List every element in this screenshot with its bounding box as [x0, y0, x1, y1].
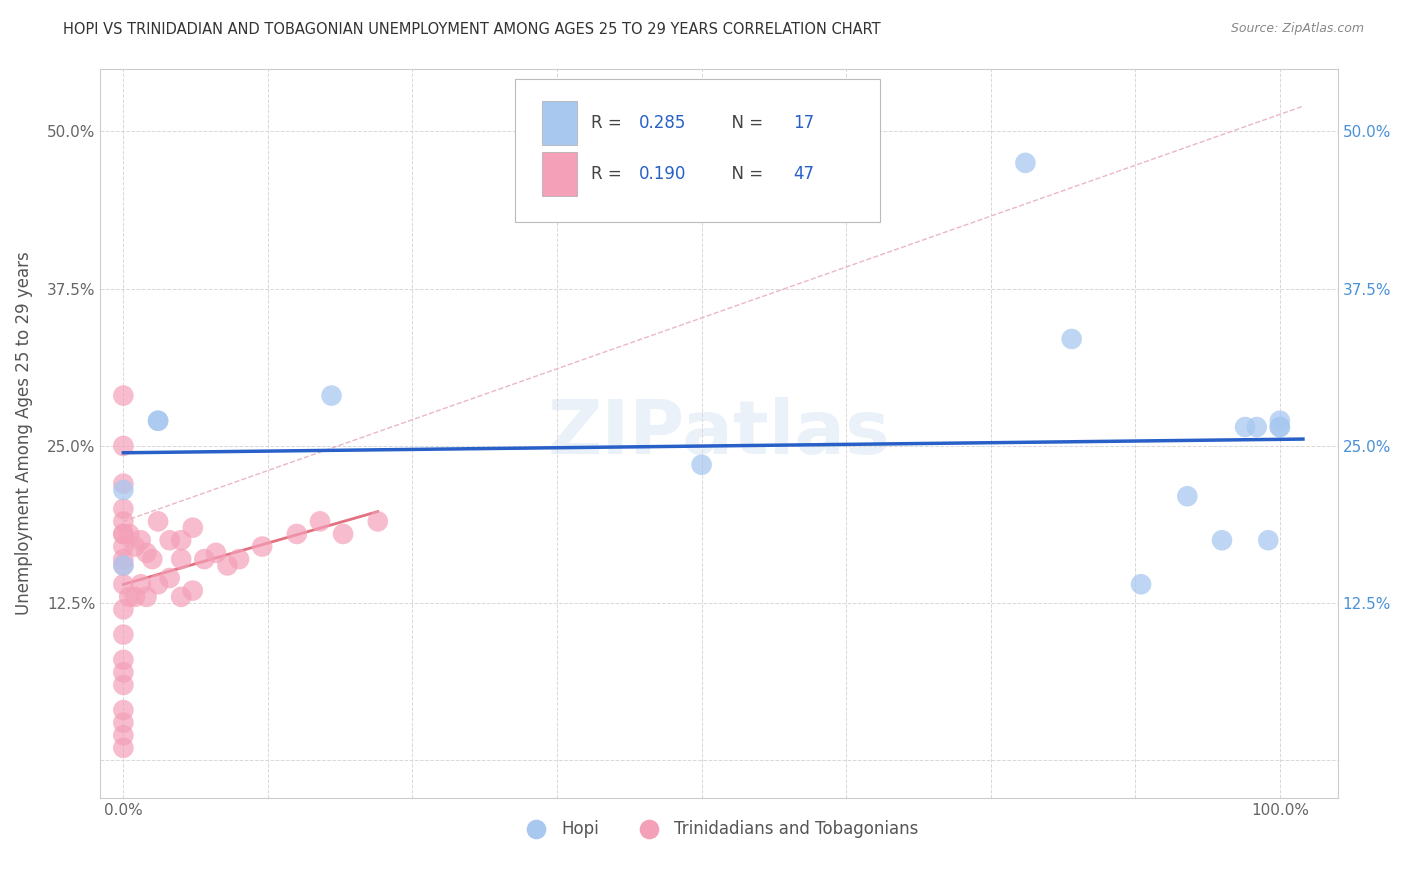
Point — [159, 571, 181, 585]
Text: 0.190: 0.190 — [638, 165, 686, 184]
Point — [321, 388, 343, 402]
Point — [228, 552, 250, 566]
Point — [181, 583, 204, 598]
Point — [112, 558, 135, 573]
Point — [112, 527, 135, 541]
Point — [1130, 577, 1153, 591]
Point — [112, 388, 135, 402]
Point — [112, 540, 135, 554]
Legend: Hopi, Trinidadians and Tobagonians: Hopi, Trinidadians and Tobagonians — [513, 814, 925, 845]
Point — [112, 552, 135, 566]
Point — [250, 540, 273, 554]
Y-axis label: Unemployment Among Ages 25 to 29 years: Unemployment Among Ages 25 to 29 years — [15, 252, 32, 615]
Text: 47: 47 — [793, 165, 814, 184]
Point — [1268, 414, 1291, 428]
Point — [690, 458, 713, 472]
Point — [112, 715, 135, 730]
Point — [1257, 533, 1279, 548]
Point — [112, 558, 135, 573]
Point — [146, 577, 169, 591]
Point — [159, 533, 181, 548]
Point — [1211, 533, 1233, 548]
Point — [367, 515, 389, 529]
Text: R =: R = — [592, 114, 627, 132]
Point — [146, 515, 169, 529]
Point — [112, 501, 135, 516]
Point — [124, 540, 146, 554]
Point — [112, 476, 135, 491]
Point — [1175, 489, 1198, 503]
Point — [285, 527, 308, 541]
Text: N =: N = — [721, 114, 769, 132]
Point — [135, 590, 157, 604]
Point — [112, 527, 135, 541]
Text: R =: R = — [592, 165, 627, 184]
Text: 17: 17 — [793, 114, 814, 132]
Point — [129, 533, 152, 548]
Bar — [541, 102, 576, 145]
Text: HOPI VS TRINIDADIAN AND TOBAGONIAN UNEMPLOYMENT AMONG AGES 25 TO 29 YEARS CORREL: HOPI VS TRINIDADIAN AND TOBAGONIAN UNEMP… — [63, 22, 882, 37]
Text: Source: ZipAtlas.com: Source: ZipAtlas.com — [1230, 22, 1364, 36]
Point — [332, 527, 354, 541]
Point — [1246, 420, 1268, 434]
Point — [217, 558, 239, 573]
Point — [146, 414, 169, 428]
Point — [170, 533, 193, 548]
Point — [141, 552, 163, 566]
Text: 0.285: 0.285 — [638, 114, 686, 132]
Point — [1234, 420, 1257, 434]
Point — [112, 653, 135, 667]
Text: N =: N = — [721, 165, 769, 184]
Point — [129, 577, 152, 591]
FancyBboxPatch shape — [515, 79, 880, 222]
Point — [112, 703, 135, 717]
Text: ZIPatlas: ZIPatlas — [547, 397, 890, 470]
Point — [112, 602, 135, 616]
Point — [112, 577, 135, 591]
Point — [1060, 332, 1083, 346]
Point — [112, 627, 135, 641]
Point — [112, 678, 135, 692]
Point — [112, 728, 135, 742]
Bar — [541, 153, 576, 196]
Point — [146, 414, 169, 428]
Point — [112, 483, 135, 497]
Point — [1268, 420, 1291, 434]
Point — [112, 515, 135, 529]
Point — [1268, 420, 1291, 434]
Point — [112, 740, 135, 755]
Point — [1014, 156, 1036, 170]
Point — [309, 515, 332, 529]
Point — [170, 552, 193, 566]
Point — [181, 521, 204, 535]
Point — [135, 546, 157, 560]
Point — [205, 546, 228, 560]
Point — [193, 552, 215, 566]
Point — [112, 439, 135, 453]
Point — [170, 590, 193, 604]
Point — [124, 590, 146, 604]
Point — [118, 590, 141, 604]
Point — [118, 527, 141, 541]
Point — [112, 665, 135, 680]
